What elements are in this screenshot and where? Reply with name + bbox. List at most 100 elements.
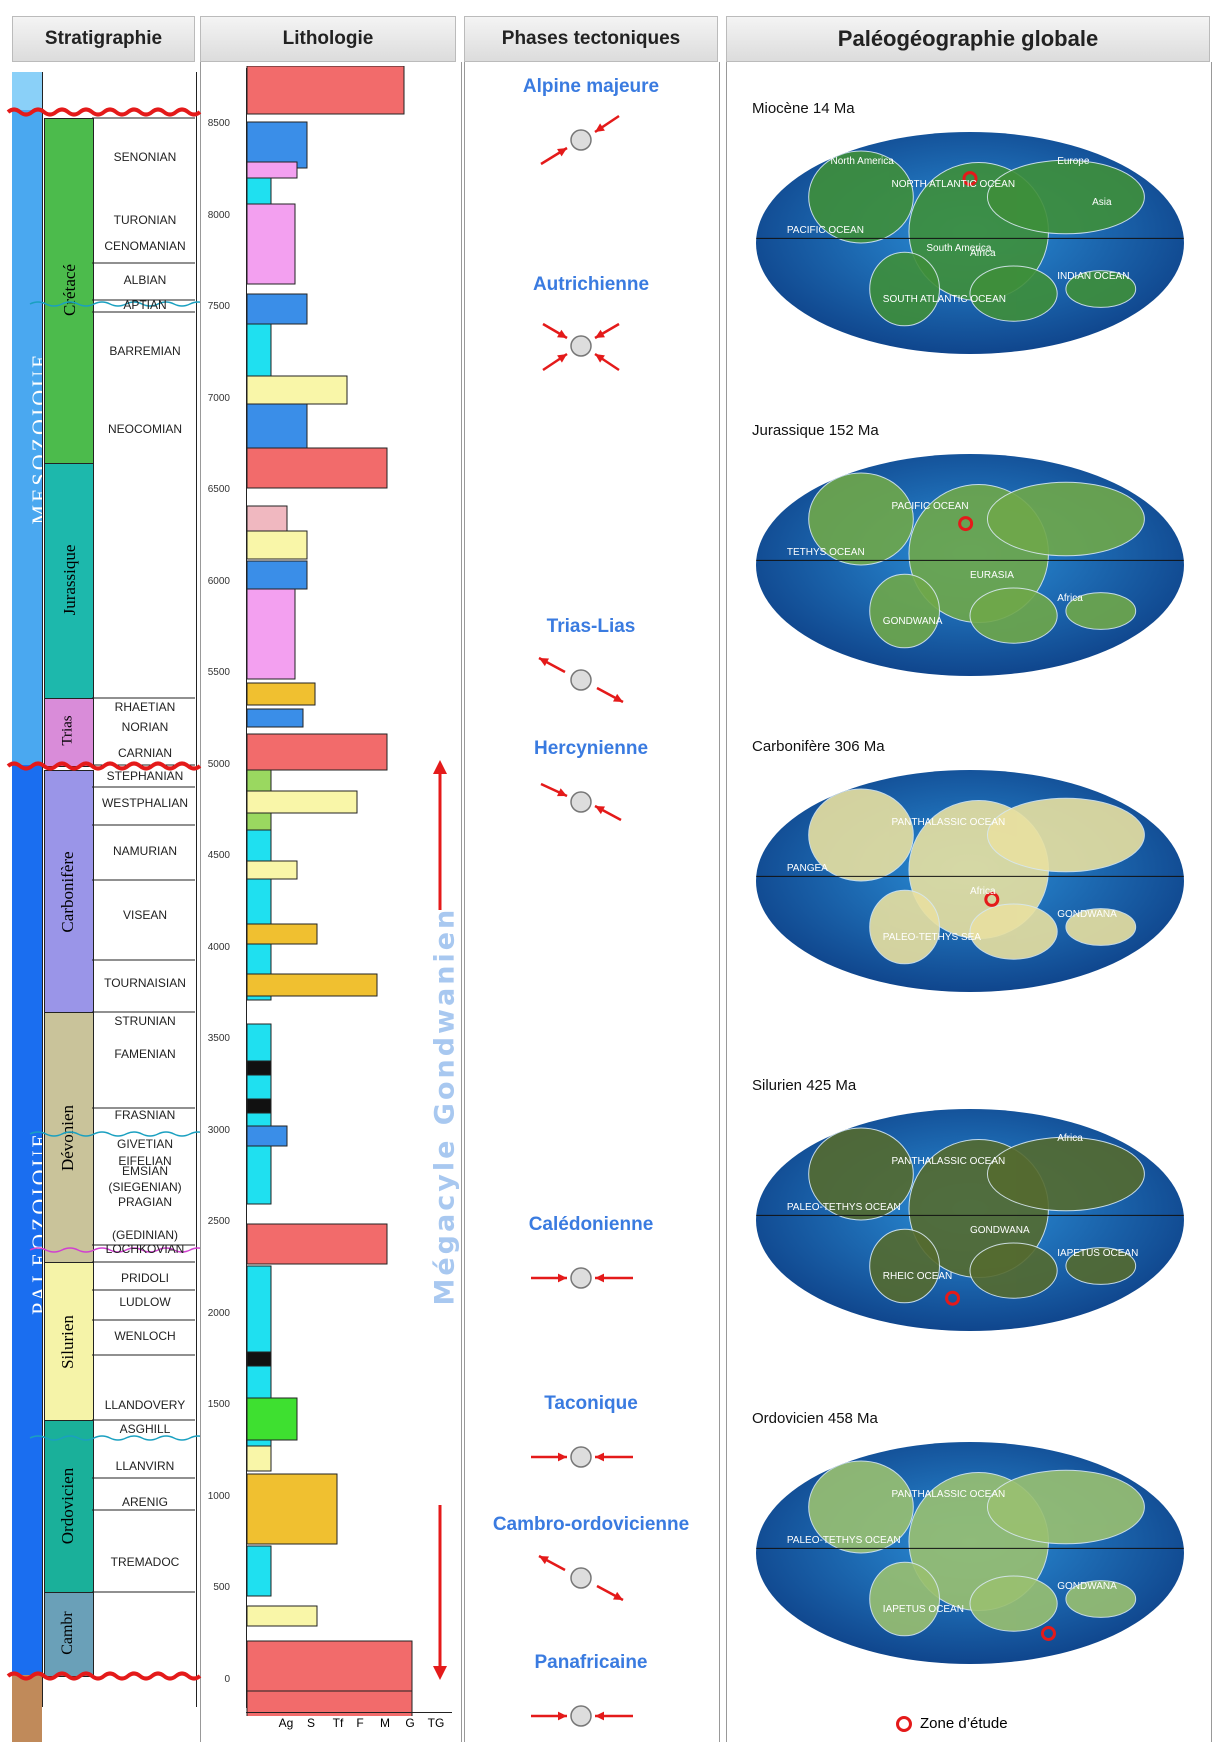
header-phases: Phases tectoniques <box>464 16 718 62</box>
depth-tick: 8000 <box>207 209 230 221</box>
map-label: GONDWANA <box>1057 908 1117 920</box>
phase-stress-icon <box>531 1446 633 1468</box>
map-label: Africa <box>970 885 996 897</box>
map-label: PANGEA <box>786 862 828 874</box>
stage-label: ALBIAN <box>123 273 167 287</box>
map-label: North America <box>830 155 894 167</box>
era-paleozoic-bar <box>12 765 42 1675</box>
grain-size-label: TG <box>427 1716 445 1730</box>
stage-label: FAMENIAN <box>114 1047 176 1061</box>
depth-tick: 500 <box>213 1582 230 1593</box>
depth-tick: 3500 <box>207 1033 230 1044</box>
depth-tick: 7000 <box>207 392 230 404</box>
megacycle-arrow <box>433 760 447 1680</box>
map-label: INDIAN OCEAN <box>1057 270 1130 282</box>
precambrian-bar <box>12 1675 42 1742</box>
lithology-frame <box>200 62 462 1742</box>
study-zone-icon <box>896 1715 912 1732</box>
phase-title: Panafricaine <box>534 1652 648 1673</box>
map-label: PALEO-TETHYS OCEAN <box>786 1534 901 1546</box>
stage-label: PRIDOLI <box>120 1271 169 1285</box>
map-label: Africa <box>970 247 996 259</box>
stage-label: CARNIAN <box>117 746 172 760</box>
stage-label: TURONIAN <box>113 213 177 227</box>
depth-tick: 1500 <box>207 1399 230 1410</box>
header-lithologie: Lithologie <box>200 16 456 62</box>
stage-label: (SIEGENIAN) <box>108 1180 182 1194</box>
map-label: TETHYS OCEAN <box>786 546 865 558</box>
stage-label: (GEDINIAN) <box>112 1228 178 1242</box>
stage-label: LUDLOW <box>119 1295 171 1309</box>
paleo-map <box>756 1442 1184 1664</box>
map-label: EURASIA <box>970 569 1014 581</box>
stage-label: TREMADOC <box>110 1555 180 1569</box>
map-label: RHEIC OCEAN <box>882 1270 953 1282</box>
unconformities <box>6 107 202 1681</box>
stage-label: VISEAN <box>122 908 167 922</box>
map-label: SOUTH ATLANTIC OCEAN <box>882 293 1006 305</box>
phase-stress-icon <box>531 1705 633 1727</box>
stage-label: WESTPHALIAN <box>101 796 188 810</box>
stage-label: LLANDOVERY <box>104 1398 186 1412</box>
depth-tick: 5000 <box>207 758 230 770</box>
depth-tick: 2500 <box>207 1216 230 1227</box>
phases-column-frame <box>464 62 720 1742</box>
map-label: PACIFIC OCEAN <box>786 224 864 236</box>
phase-stress-icon <box>538 656 624 704</box>
legend: Zone d’étude <box>896 1715 1008 1732</box>
legend-label: Zone d’étude <box>920 1715 1008 1732</box>
strat-frame <box>42 72 197 1707</box>
phase-stress-icon <box>538 1554 624 1602</box>
depth-tick: 8500 <box>207 118 230 129</box>
depth-tick: 4000 <box>207 941 230 953</box>
phase-title: Hercynienne <box>533 738 649 759</box>
map-label: South America <box>926 243 992 254</box>
map-label: NORTH ATLANTIC OCEAN <box>891 178 1016 190</box>
map-title: Carbonifère 306 Ma <box>752 738 885 755</box>
stage-label: NEOCOMIAN <box>107 422 182 436</box>
stage-label: APTIAN <box>123 298 167 312</box>
stage-label: RHAETIAN <box>114 700 176 714</box>
stage-label: FRASNIAN <box>114 1108 176 1122</box>
phase-stress-icon <box>542 322 620 372</box>
stage-label: PRAGIAN <box>117 1195 172 1209</box>
lithology-log <box>246 66 413 1716</box>
map-label: PANTHALASSIC OCEAN <box>891 816 1006 828</box>
megacycle-label: Mégacyle Gondwanien <box>429 906 461 1306</box>
phase-stress-icon <box>540 114 620 166</box>
map-label: Asia <box>1092 197 1112 208</box>
stage-label: BARREMIAN <box>109 344 181 358</box>
phase-stress-icon <box>531 1267 633 1289</box>
map-label: PANTHALASSIC OCEAN <box>891 1155 1006 1167</box>
phase-title: Alpine majeure <box>522 76 660 97</box>
grain-size-label: S <box>306 1716 315 1730</box>
period-cretace <box>44 118 94 465</box>
period-jurassique <box>44 463 94 700</box>
grain-size-label: Ag <box>278 1716 294 1730</box>
map-title: Ordovicien 458 Ma <box>752 1410 878 1427</box>
depth-tick: 7500 <box>207 301 230 312</box>
stage-label: SENONIAN <box>113 150 177 164</box>
stage-label: NORIAN <box>121 720 169 734</box>
phase-title: Calédonienne <box>528 1214 654 1235</box>
grain-size-label: G <box>405 1716 415 1730</box>
depth-tick: 3000 <box>207 1124 230 1136</box>
stage-boundaries <box>29 117 200 1593</box>
map-label: GONDWANA <box>1057 1580 1117 1592</box>
stage-label: STEPHANIAN <box>106 769 184 783</box>
depth-tick: 4500 <box>207 850 230 861</box>
map-label: Africa <box>1057 1132 1083 1144</box>
period-ordovicien <box>44 1420 94 1594</box>
phase-title: Cambro-ordovicienne <box>492 1514 690 1535</box>
stage-label: CENOMANIAN <box>104 239 186 253</box>
period-silurien <box>44 1262 94 1422</box>
depth-tick: 1000 <box>207 1490 230 1502</box>
map-label: PALEO-TETHYS OCEAN <box>786 1201 901 1213</box>
stage-label: ARENIG <box>121 1495 168 1509</box>
map-label: GONDWANA <box>970 1224 1030 1236</box>
depth-tick: 0 <box>224 1673 230 1685</box>
period-devonien <box>44 1012 94 1264</box>
phase-title: Autrichienne <box>532 274 650 295</box>
map-title: Miocène 14 Ma <box>752 100 855 117</box>
map-label: Europe <box>1057 155 1090 167</box>
